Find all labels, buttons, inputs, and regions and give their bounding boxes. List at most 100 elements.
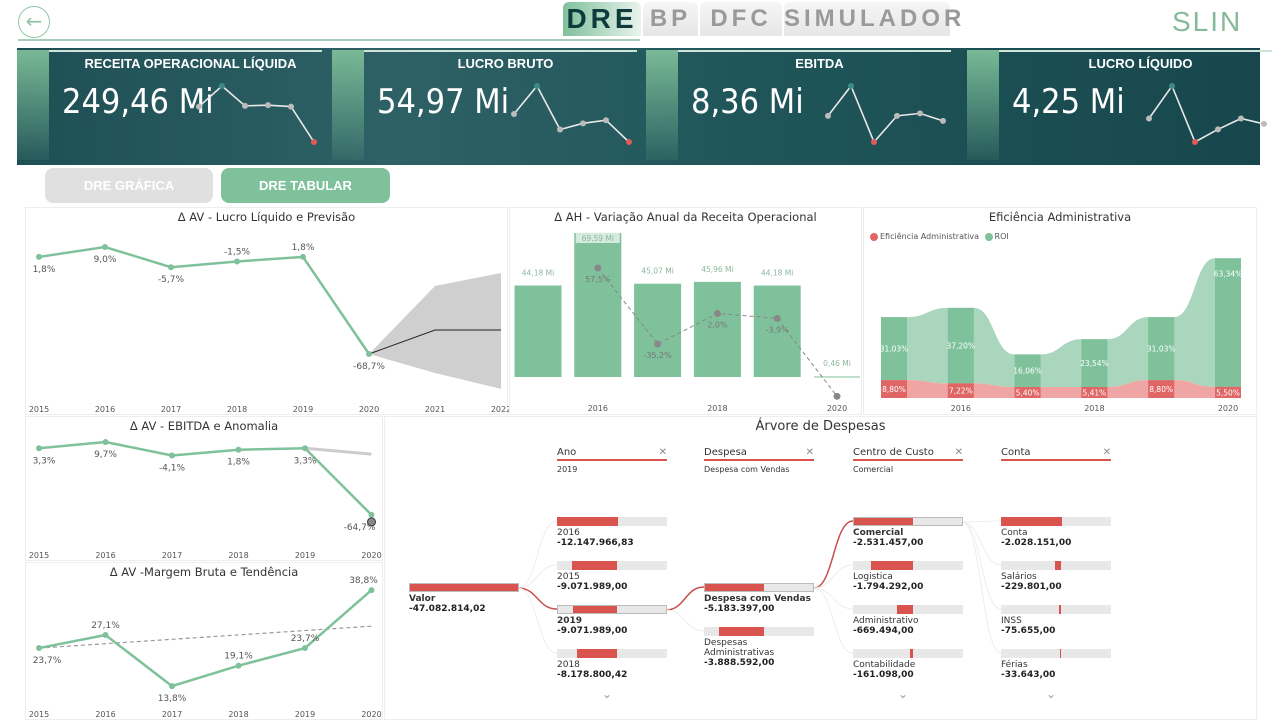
forecast-line	[368, 329, 501, 355]
chevron-down-icon[interactable]: ⌄	[602, 687, 613, 701]
chevron-down-icon[interactable]: ⌄	[898, 687, 909, 701]
kpi-title: LUCRO LÍQUIDO	[1088, 56, 1193, 71]
data-label: -64,7%	[344, 523, 376, 533]
sparkline-point	[917, 110, 923, 117]
close-icon[interactable]: ✕	[805, 447, 814, 458]
tree-column-header: Centro de Custo ✕	[853, 447, 963, 461]
ah-label: 57,5%	[585, 275, 611, 284]
x-tick-label: 2019	[295, 551, 315, 560]
tab-dfc[interactable]: DFC	[700, 2, 782, 36]
tree-link	[961, 521, 1002, 610]
roi-label: 63,34%	[1214, 269, 1243, 278]
tree-node[interactable]: 2015 -9.071.989,00	[557, 561, 667, 592]
bar-label: 45,96 Mi	[701, 265, 733, 274]
sparkline-point	[894, 112, 900, 119]
ah-point	[713, 310, 721, 318]
data-point	[102, 244, 108, 250]
eficiencia-label: 8,80%	[882, 385, 906, 394]
tree-node[interactable]: 2016 -12.147.966,83	[557, 517, 667, 548]
tree-node-value: -161.098,00	[853, 670, 914, 680]
tree-node[interactable]: Despesas Administrativas -3.888.592,00	[704, 627, 814, 668]
series-line	[38, 440, 373, 516]
data-point	[169, 683, 175, 690]
tree-link	[517, 564, 558, 589]
kpi-value: 8,36 Mi	[691, 82, 804, 122]
tree-node-label: Despesas Administrativas	[704, 638, 775, 658]
tree-node-bar	[704, 627, 814, 636]
x-tick-label: 2022	[491, 405, 509, 414]
roi-label: 31,03%	[880, 345, 909, 354]
sparkline-point	[1261, 120, 1267, 127]
tree-node[interactable]: Conta -2.028.151,00	[1001, 517, 1111, 548]
legend: Eficiência Administrativa ROI	[870, 232, 1009, 241]
data-label: 9,7%	[94, 450, 117, 460]
tree-node[interactable]: 2019 -9.071.989,00	[557, 605, 667, 636]
tab-bp[interactable]: BP	[643, 2, 698, 36]
data-label: 1,8%	[33, 265, 56, 275]
data-label: 23,7%	[33, 656, 62, 666]
tree-node[interactable]: Administrativo -669.494,00	[853, 605, 963, 636]
tree-node-bar	[557, 605, 667, 614]
tree-node-bar	[1001, 517, 1111, 526]
tree-node-value: -1.794.292,00	[853, 582, 924, 592]
tree-node-value: -669.494,00	[853, 626, 914, 636]
bar	[514, 285, 562, 377]
tree-node-bar	[853, 561, 963, 570]
tree-link	[665, 609, 705, 632]
tree-node-bar	[853, 517, 963, 526]
x-tick-label: 2018	[1084, 404, 1104, 413]
series-line	[38, 245, 371, 355]
data-point	[102, 632, 109, 638]
eficiencia-label: 8,80%	[1149, 385, 1173, 394]
tree-header-label: Centro de Custo	[853, 447, 934, 458]
tree-node[interactable]: Valor -47.082.814,02	[409, 583, 519, 614]
tree-node[interactable]: Logistica -1.794.292,00	[853, 561, 963, 592]
tab-simulador[interactable]: SIMULADOR	[784, 2, 961, 36]
x-tick-label: 2020	[1218, 404, 1238, 413]
x-tick-label: 2020	[361, 551, 381, 560]
anomaly-marker	[367, 517, 376, 527]
tree-node[interactable]: Despesa com Vendas -5.183.397,00	[704, 583, 814, 614]
x-tick-label: 2016	[95, 405, 115, 414]
sparkline-point	[848, 83, 854, 89]
data-point	[300, 253, 306, 260]
dre-grafica-button[interactable]: DRE GRÁFICA	[45, 168, 213, 203]
tree-node[interactable]: Salários -229.801,00	[1001, 561, 1111, 592]
data-point	[235, 446, 242, 453]
kpi-receita: RECEITA OPERACIONAL LÍQUIDA 249,46 Mi	[17, 48, 332, 165]
chart-title: Δ AH - Variação Anual da Receita Operaci…	[554, 210, 817, 224]
tree-node[interactable]: Férias -33.643,00	[1001, 649, 1111, 680]
bar	[753, 285, 801, 377]
data-point	[36, 253, 42, 260]
tree-link	[517, 587, 558, 610]
eficiencia-label: 7,22%	[949, 387, 973, 396]
dre-tabular-button[interactable]: DRE TABULAR	[221, 168, 390, 203]
roi-bar	[1081, 339, 1108, 388]
legend-label: ROI	[994, 232, 1009, 241]
bar	[693, 281, 741, 377]
tree-node[interactable]: Comercial -2.531.457,00	[853, 517, 963, 548]
tree-node-bar	[853, 605, 963, 614]
close-icon[interactable]: ✕	[954, 447, 963, 458]
sparkline-point	[603, 117, 609, 124]
chevron-down-icon[interactable]: ⌄	[1046, 687, 1057, 701]
tree-node[interactable]: INSS -75.655,00	[1001, 605, 1111, 636]
tree-node-value: -2.028.151,00	[1001, 538, 1072, 548]
decomposition-tree: Árvore de Despesas Valor -47.082.814,02 An…	[384, 416, 1257, 720]
tree-node[interactable]: Contabilidade -161.098,00	[853, 649, 963, 680]
bar-label: 0,46 Mi	[823, 359, 851, 368]
data-label: 23,7%	[291, 634, 320, 644]
tab-dre[interactable]: DRE	[563, 2, 641, 36]
sparkline-point	[871, 139, 877, 145]
data-label: -4,1%	[159, 464, 186, 474]
close-icon[interactable]: ✕	[1102, 447, 1111, 458]
sparkline-line	[1148, 84, 1265, 144]
sparkline-point	[940, 117, 946, 124]
x-tick-label: 2017	[162, 710, 182, 719]
tree-node[interactable]: 2018 -8.178.800,42	[557, 649, 667, 680]
back-arrow-icon[interactable]: ←	[18, 6, 50, 38]
eficiencia-label: 5,40%	[1016, 389, 1040, 398]
close-icon[interactable]: ✕	[658, 447, 667, 458]
tree-column-selection: Comercial	[853, 465, 894, 474]
data-point	[368, 587, 375, 594]
